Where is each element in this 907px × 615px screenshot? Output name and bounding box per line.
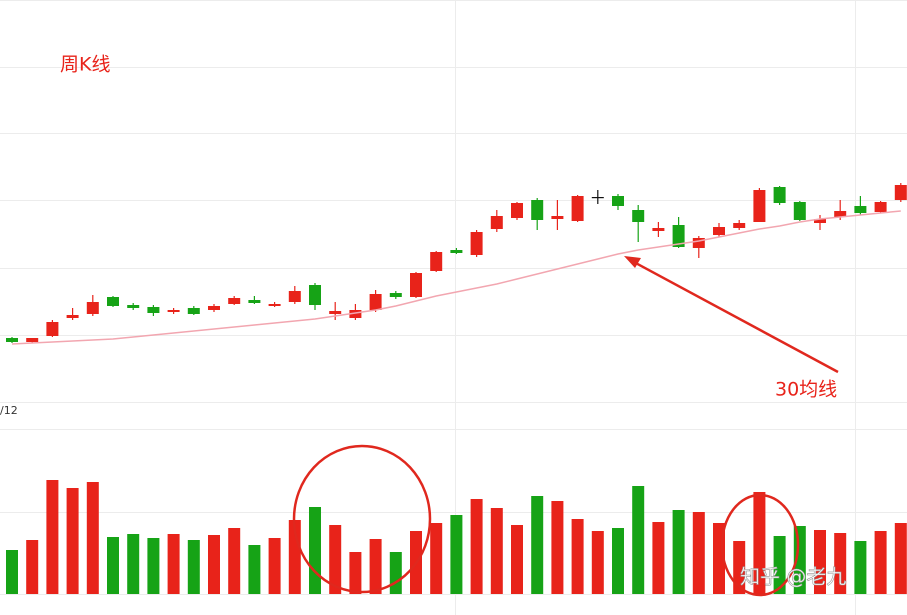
volume-bar — [733, 541, 746, 594]
candle-body — [288, 291, 301, 302]
volume-bar — [692, 512, 705, 594]
volume-bar — [450, 515, 463, 594]
candle-body — [612, 196, 624, 206]
volume-bar — [127, 534, 140, 594]
candle-body — [713, 227, 725, 235]
circle-highlight — [292, 444, 432, 594]
volume-bar — [531, 496, 544, 594]
volume-bar — [349, 552, 362, 594]
volume-bar — [147, 538, 160, 594]
candle-body — [6, 338, 18, 342]
volume-bar — [834, 533, 847, 594]
candle-body — [490, 216, 503, 229]
volume-bar — [612, 528, 624, 594]
watermark: 知乎 @老九 — [740, 565, 846, 589]
volume-bar — [309, 507, 321, 594]
volume-bar — [208, 535, 220, 594]
candle-body — [733, 223, 746, 228]
volume-bar — [66, 488, 79, 594]
volume-bar — [470, 499, 483, 594]
volume-bar — [46, 480, 59, 594]
volume-bar — [672, 510, 685, 594]
volume-bar — [268, 538, 281, 594]
candle-body — [511, 203, 523, 218]
candle-body — [591, 197, 604, 199]
volume-bar — [753, 492, 766, 594]
volume-bar — [6, 550, 18, 594]
candle-body — [652, 228, 665, 231]
volume-bar — [814, 530, 826, 594]
candle-body — [632, 210, 645, 222]
volume-bar — [228, 528, 241, 594]
volume-bar — [329, 525, 342, 594]
x-tick-label: /12 — [0, 404, 18, 417]
arrow-head — [624, 256, 641, 268]
arrow — [631, 259, 839, 374]
volume-bar — [632, 486, 645, 594]
volume-bar — [894, 523, 907, 594]
candle-body — [86, 302, 99, 314]
candle-body — [268, 304, 281, 306]
chart-title: 周K线 — [60, 54, 110, 76]
candle-body — [672, 225, 685, 247]
volume-bar — [26, 540, 39, 594]
candle-body — [773, 187, 786, 203]
candle-body — [894, 185, 907, 200]
volume-bar — [551, 501, 564, 594]
volume-bar — [430, 523, 443, 594]
volume-bar — [773, 536, 786, 594]
candle-body — [167, 310, 180, 312]
annotation: 30均线 — [775, 379, 837, 401]
volume-bar — [511, 525, 523, 594]
circle-highlight — [720, 493, 800, 597]
candle-body — [228, 298, 241, 304]
candle-body — [874, 202, 887, 212]
candle-body — [26, 338, 39, 342]
candle-body — [329, 311, 342, 314]
candle-body — [389, 293, 402, 297]
volume-bar — [86, 482, 99, 594]
candle-body — [369, 294, 382, 310]
candle-body — [531, 200, 544, 220]
volume-bar — [167, 534, 180, 594]
candle-body — [430, 252, 443, 271]
candle-body — [470, 232, 483, 255]
candle-body — [753, 190, 766, 222]
price-panel: /12 — [0, 183, 907, 417]
volume-bar — [854, 541, 867, 594]
candle-body — [309, 285, 321, 305]
candle-body — [208, 306, 220, 310]
candle-body — [349, 310, 362, 318]
candle-body — [551, 216, 564, 219]
volume-bar — [389, 552, 402, 594]
candle-body — [107, 297, 119, 306]
volume-bar — [652, 522, 665, 594]
candle-body — [854, 206, 867, 213]
candle-body — [692, 238, 705, 248]
candle-body — [793, 202, 806, 220]
candle-body — [66, 315, 79, 318]
candle-body — [187, 308, 200, 314]
volume-bar — [591, 531, 604, 594]
volume-bar — [490, 508, 503, 594]
volume-bar — [288, 520, 301, 594]
volume-bar — [571, 519, 584, 594]
candle-body — [46, 322, 59, 336]
candle-body — [410, 273, 422, 297]
candle-body — [127, 305, 140, 308]
volume-bar — [187, 540, 200, 594]
volume-bar — [248, 545, 261, 594]
volume-bar — [874, 531, 887, 594]
volume-bar — [107, 537, 119, 594]
candle-body — [248, 300, 261, 303]
ma-line — [11, 210, 901, 345]
candle-body — [147, 307, 160, 313]
candle-body — [571, 196, 584, 221]
candle-body — [814, 219, 826, 223]
candle-body — [450, 250, 463, 253]
volume-bar — [369, 539, 382, 594]
candle-body — [834, 211, 847, 217]
